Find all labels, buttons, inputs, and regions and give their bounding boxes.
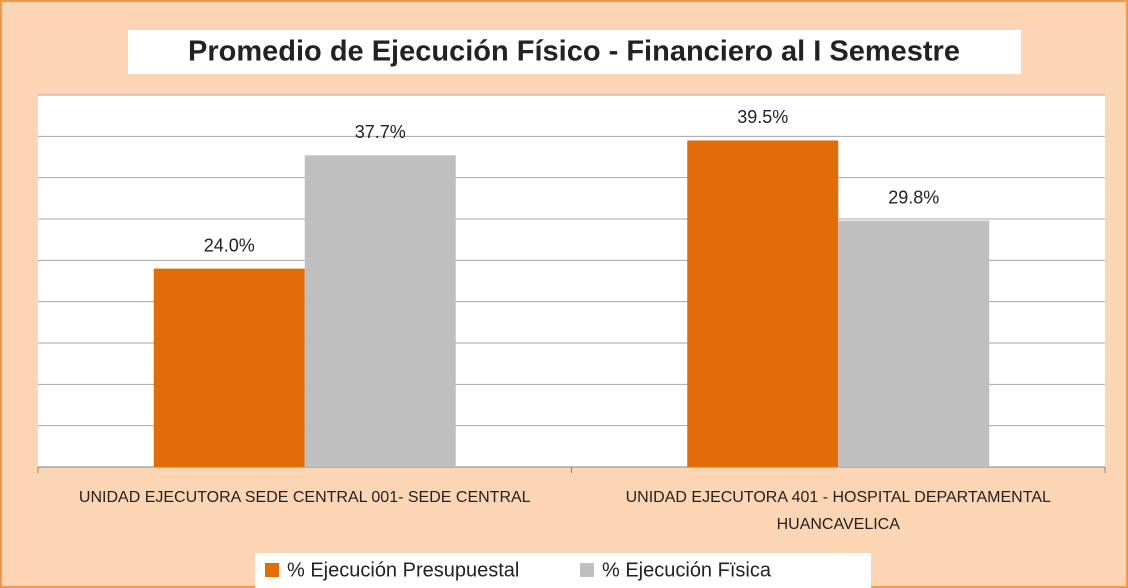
- x-tick-label: UNIDAD EJECUTORA 401 - HOSPITAL DEPARTAM…: [625, 489, 1051, 533]
- bar: [153, 268, 305, 467]
- title-box: [128, 30, 1021, 74]
- data-label: 37.7%: [355, 122, 406, 142]
- data-label: 39.5%: [737, 107, 788, 127]
- chart-title: Promedio de Ejecución Físico - Financier…: [188, 36, 960, 68]
- data-label: 24.0%: [204, 235, 255, 255]
- legend-box: [255, 553, 871, 588]
- bar: [687, 140, 839, 467]
- legend-label: % Ejecución Presupuestal: [287, 559, 519, 581]
- legend-swatch: [265, 563, 279, 577]
- x-tick-label: UNIDAD EJECUTORA SEDE CENTRAL 001- SEDE …: [78, 489, 531, 506]
- data-label: 29.8%: [888, 187, 939, 207]
- legend-swatch: [580, 563, 594, 577]
- bar: [304, 155, 456, 467]
- legend-label: % Ejecución Fïsica: [602, 559, 772, 581]
- bar: [838, 220, 990, 467]
